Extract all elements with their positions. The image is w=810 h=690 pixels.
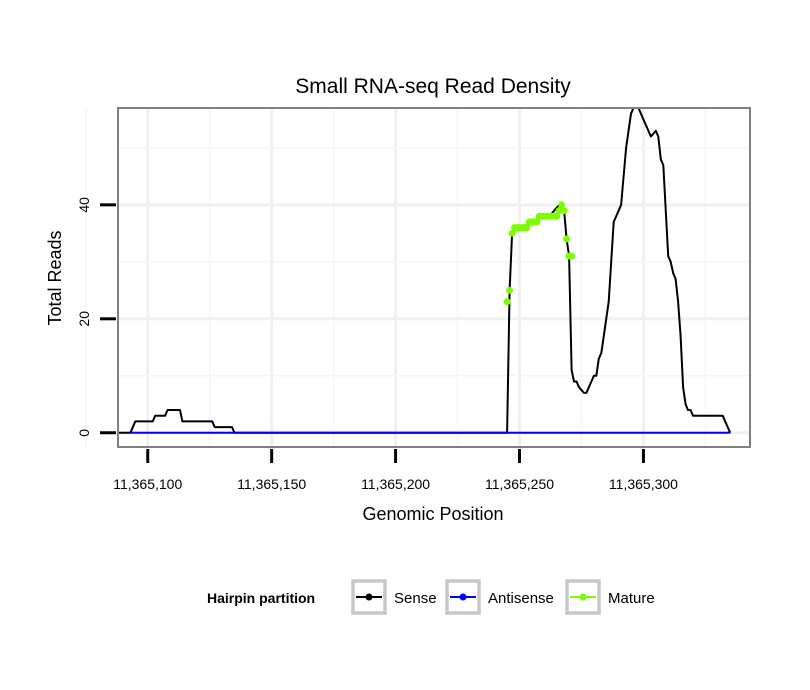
axes: 11,365,100 11,365,150 11,365,200 11,365,250… xyxy=(76,197,678,492)
legend-key-point xyxy=(365,593,373,601)
x-tick-label: 11,365,200 xyxy=(361,476,430,492)
x-tick-label: 11,365,100 xyxy=(113,476,182,492)
y-axis-label: Total Reads xyxy=(45,230,65,325)
mature-point xyxy=(563,235,571,243)
plot-border xyxy=(117,107,751,448)
legend-item-mature: Mature xyxy=(565,579,655,615)
y-tick-label: 40 xyxy=(76,197,92,213)
x-tick-label: 11,365,150 xyxy=(237,476,306,492)
mature-point xyxy=(553,212,561,220)
y-tick-label: 0 xyxy=(76,429,92,437)
mature-point xyxy=(523,224,531,232)
legend-label: Antisense xyxy=(488,590,554,607)
mature-point xyxy=(555,207,563,215)
legend-label: Mature xyxy=(608,590,655,607)
mature-point xyxy=(503,298,511,306)
x-axis-label: Genomic Position xyxy=(362,504,503,524)
legend: Hairpin partition Sense Antisense Mature xyxy=(207,579,655,615)
series-layer xyxy=(118,107,732,434)
mature-point xyxy=(558,201,566,209)
y-tick-label: 20 xyxy=(76,311,92,327)
legend-item-sense: Sense xyxy=(351,579,437,615)
legend-item-antisense: Antisense xyxy=(445,579,554,615)
mature-point xyxy=(506,286,514,294)
mature-point xyxy=(508,229,516,237)
mature-point xyxy=(560,207,568,215)
mature-point xyxy=(568,252,576,260)
legend-title: Hairpin partition xyxy=(207,590,315,606)
mature-point xyxy=(533,218,541,226)
legend-key-point xyxy=(459,593,467,601)
plot-panel xyxy=(118,108,750,447)
x-tick-label: 11,365,250 xyxy=(485,476,554,492)
legend-label: Sense xyxy=(394,590,437,607)
x-tick-label: 11,365,300 xyxy=(609,476,678,492)
legend-key-point xyxy=(579,593,587,601)
chart-title: Small RNA-seq Read Density xyxy=(295,75,571,98)
